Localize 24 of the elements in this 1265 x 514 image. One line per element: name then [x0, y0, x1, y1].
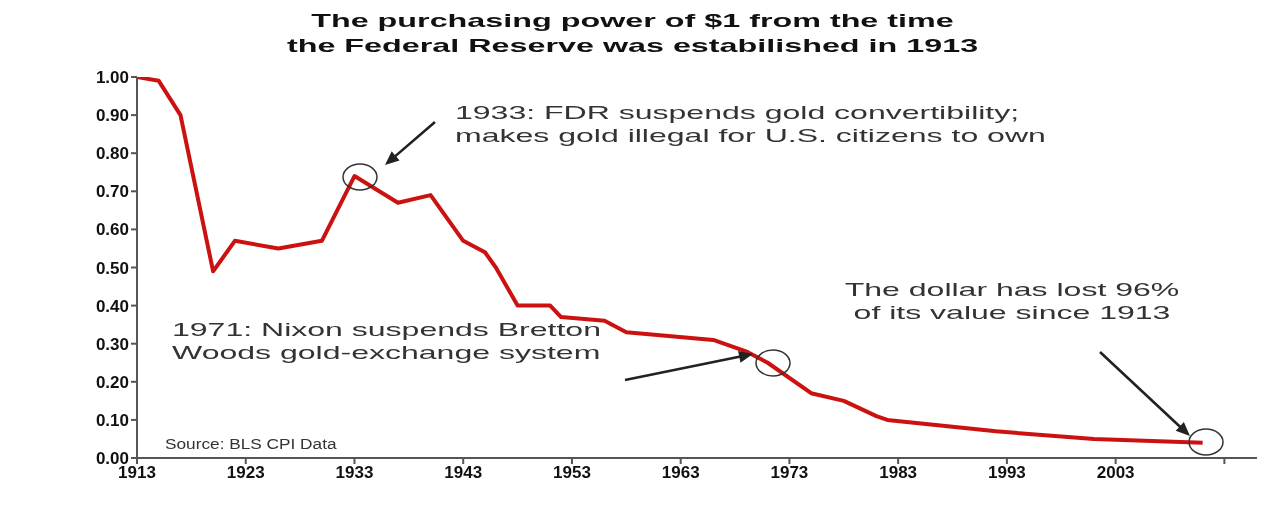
x-tick-label: 1943	[444, 463, 483, 483]
y-tick-label: 0.10	[95, 410, 129, 430]
y-tick-label: 0.60	[95, 220, 129, 240]
x-tick-label: 2003	[1096, 463, 1135, 483]
annotation: Source: BLS CPI Data	[165, 435, 337, 452]
x-tick-label: 1963	[661, 463, 700, 483]
y-tick-label: 0.30	[95, 334, 129, 354]
x-tick-label: 1923	[226, 463, 265, 483]
annotation: The dollar has lost 96% of its value since 1913	[844, 279, 1180, 324]
y-tick-label: 1.00	[95, 68, 129, 88]
annotation: 1971: Nixon suspends Bretton Woods gold-exchange system	[172, 319, 601, 364]
annotation: 1933: FDR suspends gold convertibility; makes gold illegal for U.S. citizens to own	[455, 102, 1046, 147]
x-tick-label: 1983	[879, 463, 918, 483]
y-tick-label: 0.20	[95, 372, 129, 392]
x-tick-label: 1953	[553, 463, 591, 483]
y-tick-label: 0.80	[95, 144, 129, 164]
y-tick-label: 0.40	[95, 296, 129, 316]
y-tick-label: 0.90	[95, 106, 129, 126]
x-tick-label: 1993	[987, 463, 1026, 483]
chart-title: The purchasing power of $1 from the time the Federal Reserve was estabilished in 1913	[285, 9, 980, 58]
y-tick-label: 0.50	[95, 258, 129, 278]
y-tick-label: 0.70	[95, 182, 129, 202]
x-tick-label: 1933	[335, 463, 374, 483]
x-tick-label: 1973	[770, 463, 809, 483]
